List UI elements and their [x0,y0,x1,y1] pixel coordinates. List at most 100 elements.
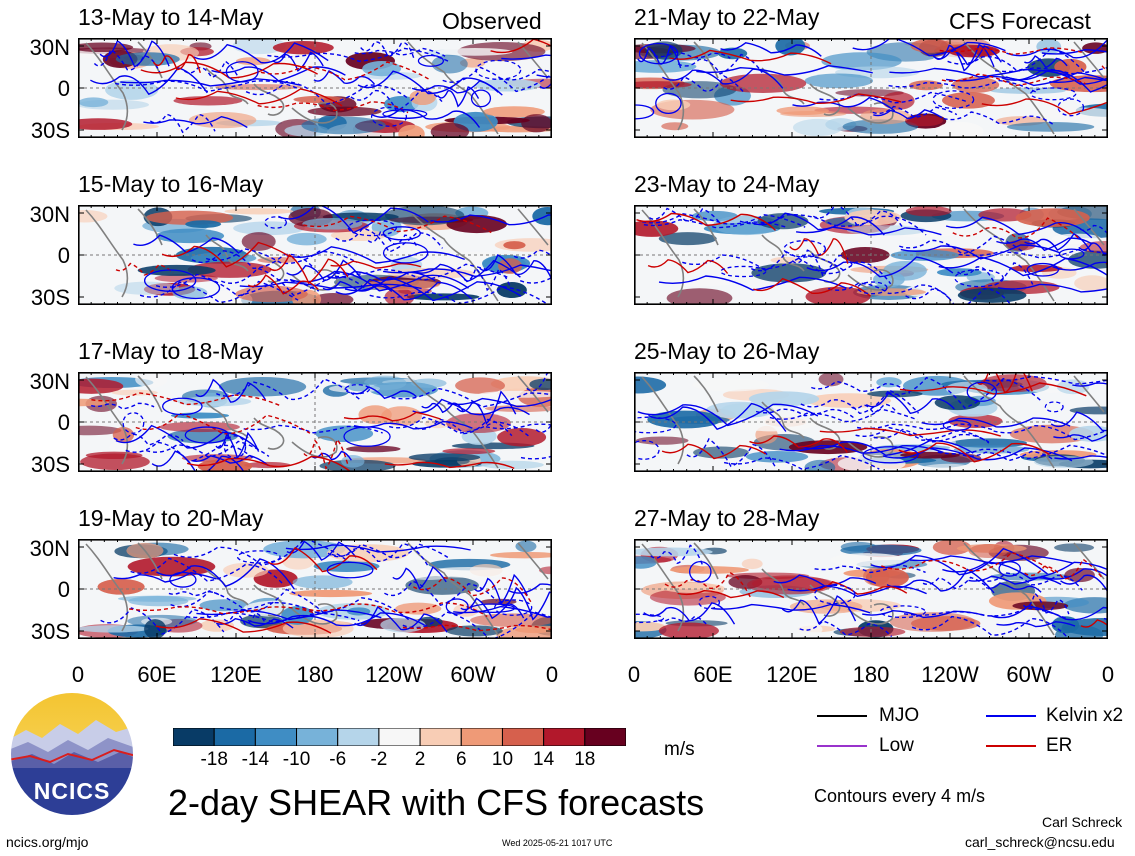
shear-anomaly-shading [383,96,419,113]
kelvin-contour [460,597,525,620]
map-panel-forecast-1 [634,38,1108,138]
shear-anomaly-shading [437,47,513,56]
kelvin-contour [191,454,270,467]
kelvin-contour [1006,39,1108,59]
lon-label: 0 [71,662,85,687]
shear-anomaly-shading [905,205,952,217]
shear-anomaly-shading [155,228,225,244]
er-contour [267,546,378,573]
kelvin-contour [216,617,294,629]
shear-anomaly-shading [935,121,984,138]
kelvin-contour [391,387,552,408]
lat-label-eq: 0 [57,410,70,435]
kelvin-contour [1041,568,1108,580]
er-contour [303,438,349,470]
shear-map [634,372,1108,472]
lon-label: 0 [1101,662,1115,687]
kelvin-contour [1005,69,1108,93]
kelvin-contour [719,265,767,278]
kelvin-contour [698,595,721,610]
lon-label: 180 [296,662,334,687]
kelvin-contour [1001,69,1108,85]
kelvin-contour [421,402,465,414]
er-contour [303,215,492,234]
shear-anomaly-shading [634,621,666,632]
kelvin-contour [173,539,350,566]
colorbar-swatch [254,728,298,746]
shear-anomaly-shading [532,206,552,226]
lat-label-30n: 30N [29,202,70,227]
shear-anomaly-shading [745,450,809,463]
er-contour [749,435,848,453]
kelvin-contour [143,115,248,129]
shear-anomaly-shading [805,393,892,408]
map-frame [78,539,552,639]
kelvin-contour [508,583,552,594]
kelvin-contour [954,269,1004,288]
shear-anomaly-shading [301,116,386,135]
kelvin-contour [225,61,259,83]
shear-anomaly-shading [446,215,507,234]
shear-anomaly-shading [185,220,222,228]
kelvin-contour [535,422,552,433]
kelvin-contour [183,60,240,79]
shear-anomaly-shading [362,61,402,77]
er-contour [1080,619,1108,628]
map-frame [634,205,1108,305]
colorbar-swatch [419,728,462,746]
er-contour [664,571,752,599]
kelvin-contour [872,105,958,119]
kelvin-contour [1058,248,1085,260]
kelvin-contour [783,240,827,258]
shear-anomaly-shading [474,78,541,92]
kelvin-contour [945,216,1093,239]
coastline [641,375,1105,469]
colorbar-swatch [501,728,545,746]
shear-anomaly-shading [805,286,871,305]
lon-label: 60W [1006,662,1052,687]
er-contour [881,551,1056,574]
er-contour [269,253,349,285]
map-panel-forecast-4 [634,539,1108,639]
kelvin-contour [966,381,998,402]
kelvin-contour [354,47,446,57]
kelvin-contour [899,235,1026,255]
shear-anomaly-shading [426,566,511,578]
shear-anomaly-shading [293,95,346,104]
kelvin-contour [799,620,893,638]
colorbar-tick-label: -14 [241,749,270,770]
kelvin-contour [1050,411,1108,432]
shear-anomaly-shading [341,454,365,468]
kelvin-contour [539,81,552,89]
shear-anomaly-shading [455,377,505,394]
shear-anomaly-shading [730,416,817,432]
shear-anomaly-shading [804,459,836,472]
shear-anomaly-shading [1009,424,1094,444]
map-frame [634,38,1108,138]
colorbar-tick-label: -2 [370,749,388,770]
shear-anomaly-shading [829,553,905,567]
kelvin-contour [1024,233,1091,252]
kelvin-contour [658,275,847,291]
kelvin-contour [221,267,367,297]
kelvin-contour [286,259,363,282]
kelvin-contour [911,615,1071,639]
shear-anomaly-shading [128,596,189,607]
cfs-forecast-header: CFS Forecast [949,8,1091,34]
kelvin-contour [942,419,972,431]
shear-anomaly-shading [224,208,294,215]
lat-label-eq: 0 [57,577,70,602]
kelvin-contour [350,89,443,112]
panel-title: 13-May to 14-May [78,4,264,30]
shear-anomaly-shading [1006,122,1095,132]
er-contour [939,47,1084,56]
shear-anomaly-shading [1069,425,1108,442]
shear-anomaly-shading [1036,38,1062,55]
er-contour [260,61,430,81]
shear-anomaly-shading [80,453,150,471]
er-contour [753,277,871,297]
shear-anomaly-shading [839,626,906,637]
map-frame [78,372,552,472]
shear-anomaly-shading [634,556,657,569]
kelvin-contour [186,611,360,623]
